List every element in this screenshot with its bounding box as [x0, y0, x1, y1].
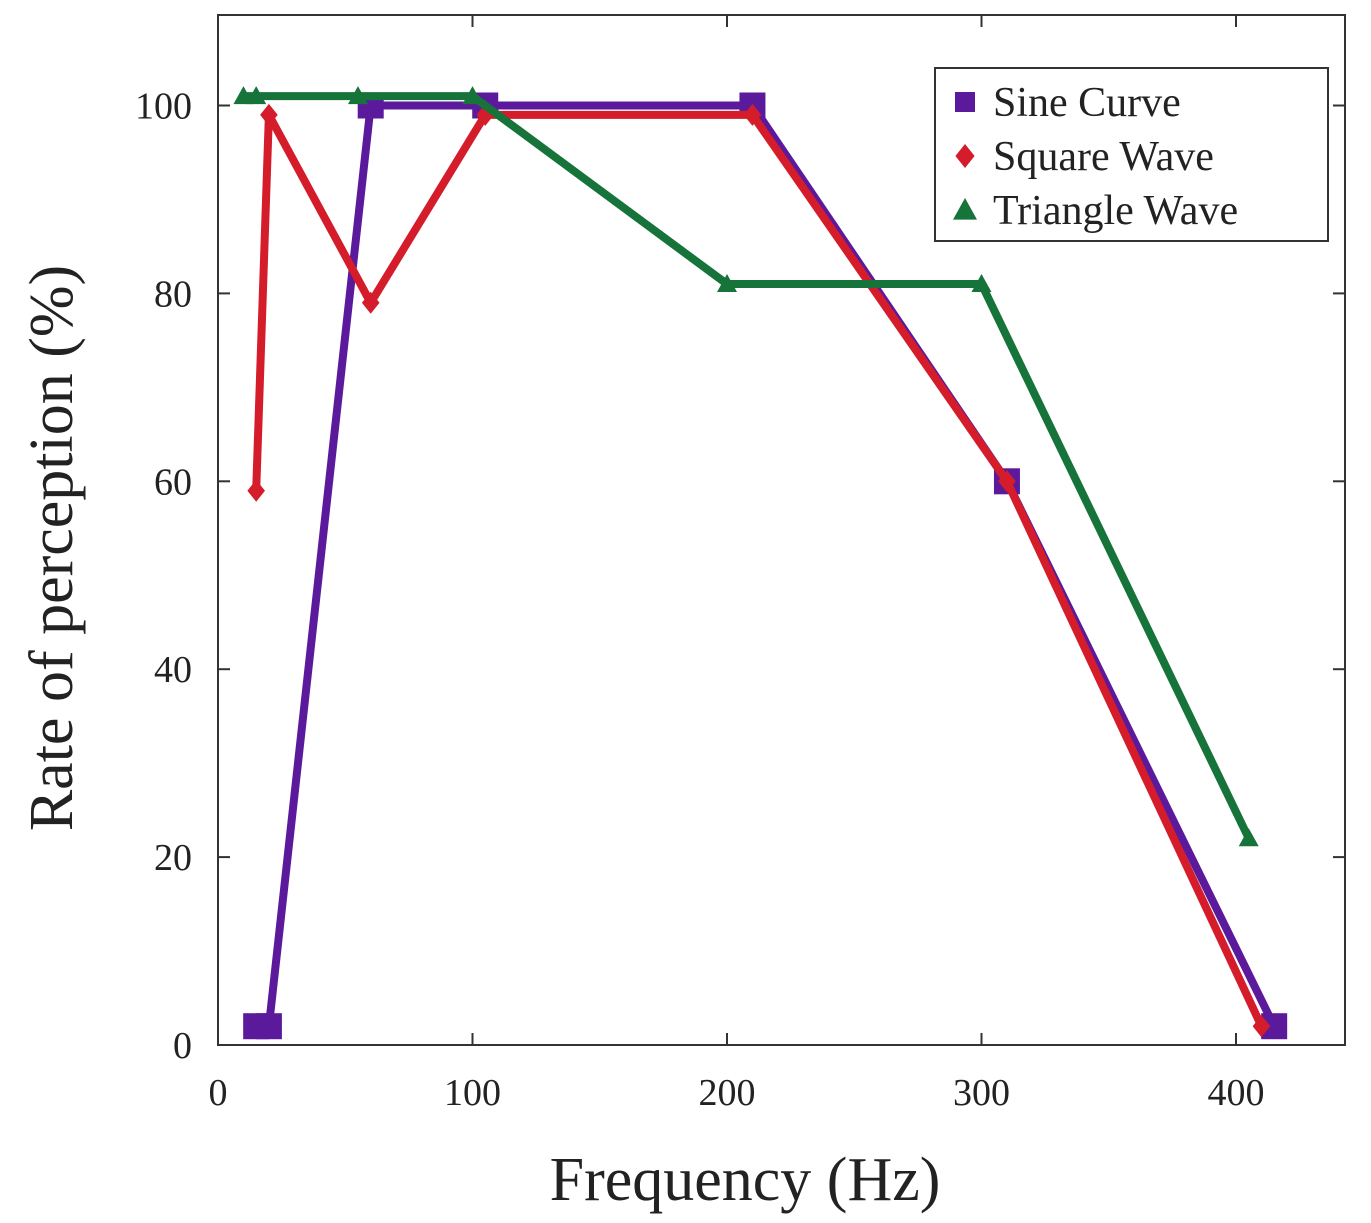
legend-marker: [953, 198, 977, 220]
data-point: [743, 103, 762, 126]
y-tick-label: 0: [173, 1025, 192, 1067]
x-tick-label: 100: [444, 1072, 501, 1114]
x-tick-label: 400: [1208, 1072, 1265, 1114]
legend-marker: [955, 144, 975, 168]
series-triangle-wave: [233, 86, 1259, 847]
legend: Sine Curve Square Wave Triangle Wave: [934, 67, 1329, 242]
y-tick-label: 40: [154, 649, 192, 691]
y-tick-label: 20: [154, 837, 192, 879]
series-layer: [233, 86, 1288, 1040]
y-tick-label: 60: [154, 461, 192, 503]
y-axis-title: Rate of perception (%): [18, 265, 86, 831]
data-point: [260, 103, 278, 126]
data-point: [1252, 1015, 1271, 1038]
data-point: [361, 291, 380, 314]
legend-label: Triangle Wave: [993, 188, 1238, 234]
plot-frame: [217, 14, 1346, 1046]
data-point: [1238, 828, 1259, 847]
series-line: [252, 110, 1266, 1028]
x-tick-label: 0: [209, 1072, 228, 1114]
data-point: [233, 86, 254, 105]
legend-marker: [955, 92, 975, 112]
data-point: [462, 86, 483, 105]
data-point: [247, 479, 265, 502]
x-axis-title: Frequency (Hz): [550, 1146, 941, 1214]
x-tick-label: 200: [699, 1072, 756, 1114]
y-tick-label: 100: [135, 86, 192, 128]
legend-label: Square Wave: [993, 134, 1214, 180]
data-point: [717, 274, 737, 293]
data-point: [347, 86, 368, 105]
data-point: [971, 274, 992, 293]
x-tick-label: 300: [953, 1072, 1010, 1114]
legend-box: [934, 67, 1329, 242]
data-point: [255, 1013, 282, 1040]
y-tick-label: 80: [154, 273, 192, 315]
axes: 0 20 40 60 80 100 0 100 200 300 400: [135, 14, 1346, 1114]
legend-label: Sine Curve: [993, 80, 1181, 126]
data-point: [998, 470, 1016, 493]
series-square-wave: [247, 103, 1271, 1038]
data-point: [246, 86, 267, 105]
